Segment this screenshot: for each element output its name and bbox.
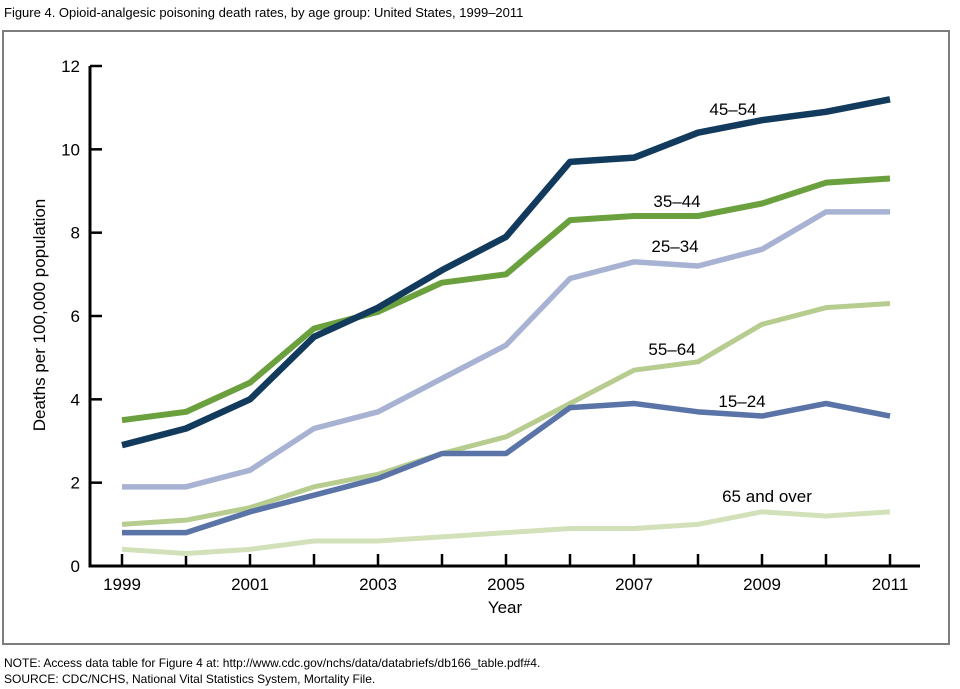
x-axis-label: Year xyxy=(487,598,523,617)
y-tick-label: 4 xyxy=(71,390,80,409)
y-tick-label: 12 xyxy=(61,57,80,76)
series-label-25-34: 25–34 xyxy=(651,237,699,256)
y-axis-label: Deaths per 100,000 population xyxy=(30,198,49,432)
series-label-35-44: 35–44 xyxy=(653,192,701,211)
line-35-44 xyxy=(121,175,891,424)
y-tick-label: 2 xyxy=(71,474,80,493)
x-tick-label: 2011 xyxy=(872,575,909,594)
line-15-24 xyxy=(122,400,891,536)
x-tick-label: 2009 xyxy=(743,575,781,594)
line-65-and-over xyxy=(121,509,891,556)
y-tick-label: 8 xyxy=(71,224,80,243)
note-text: NOTE: Access data table for Figure 4 at:… xyxy=(4,656,541,670)
line-55-64 xyxy=(121,301,891,527)
source-text: SOURCE: CDC/NCHS, National Vital Statist… xyxy=(4,672,376,686)
line-45-54 xyxy=(121,96,891,449)
x-tick-label: 1999 xyxy=(103,575,141,594)
chart-frame: 0 2 4 6 8 10 12 1999 2001 2003 2005 2007 2009 2011 De… xyxy=(2,30,950,645)
line-25-34 xyxy=(122,209,890,490)
series-label-55-64: 55–64 xyxy=(648,340,696,359)
x-tick-label: 2007 xyxy=(615,575,653,594)
y-tick-label: 0 xyxy=(71,557,80,576)
series-label-65-and-over: 65 and over xyxy=(722,487,812,506)
x-tick-label: 2005 xyxy=(487,575,525,594)
series-label-15-24: 15–24 xyxy=(718,392,766,411)
y-tick-label: 6 xyxy=(71,307,80,326)
x-tick-label: 2001 xyxy=(231,575,269,594)
figure-title: Figure 4. Opioid-analgesic poisoning dea… xyxy=(4,5,524,20)
line-chart: 0 2 4 6 8 10 12 1999 2001 2003 2005 2007 2009 2011 xyxy=(61,57,920,594)
y-tick-label: 10 xyxy=(61,140,80,159)
series-label-45-54: 45–54 xyxy=(709,100,757,119)
x-tick-label: 2003 xyxy=(359,575,397,594)
